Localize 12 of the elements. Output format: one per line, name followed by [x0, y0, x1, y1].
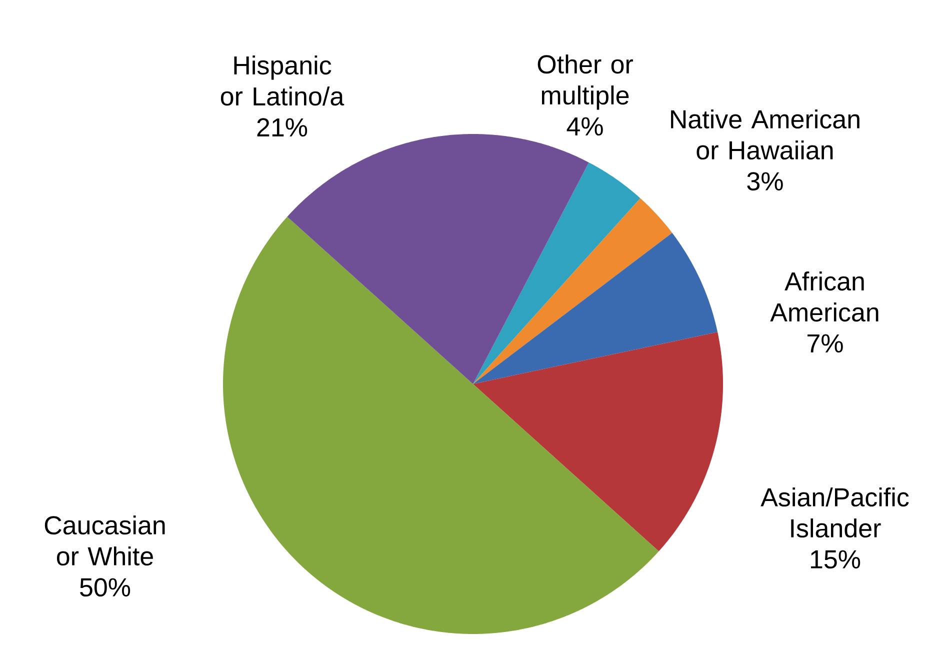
data-label: 3%	[747, 172, 783, 191]
data-label: 4%	[566, 117, 603, 136]
data-label: 21%	[257, 118, 308, 136]
slice-label: Hispanic or Latino/a	[220, 55, 344, 106]
slice-label: Caucasian or White	[44, 515, 165, 566]
data-label: 7%	[808, 334, 843, 352]
slice-label: Other or multiple	[538, 54, 633, 110]
slice-label: Asian/Pacific Islander	[760, 487, 909, 538]
slice-label: African American	[770, 271, 878, 322]
data-label: 15%	[810, 550, 860, 569]
data-label: 50%	[80, 578, 130, 597]
slice-label: Native American or Hawaiian	[671, 109, 860, 160]
